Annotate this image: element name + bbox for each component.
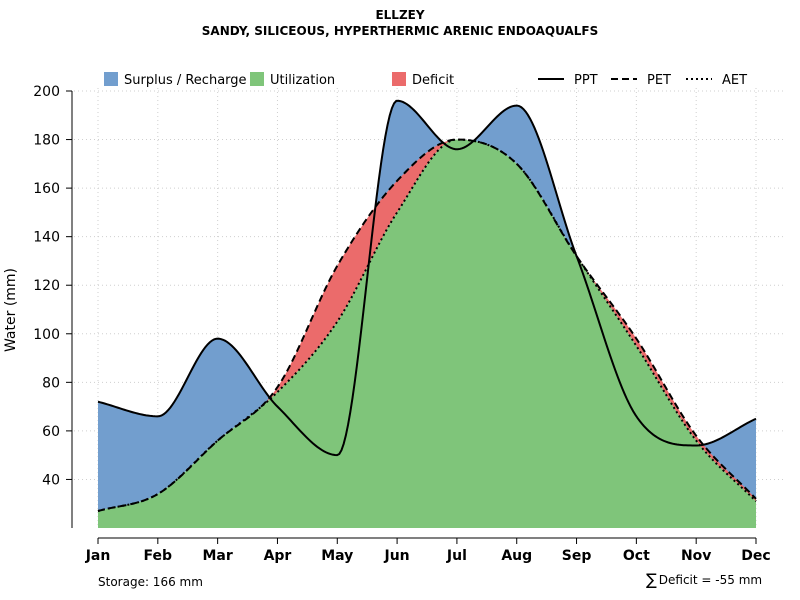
legend-label: PET xyxy=(647,73,671,88)
deficit-area xyxy=(98,139,756,512)
deficit-total: ∑ Deficit = -55 mm xyxy=(646,570,762,589)
series-lines xyxy=(97,99,757,512)
legend-label: AET xyxy=(722,73,747,88)
y-tick-label: 160 xyxy=(33,181,60,197)
axes: 40 60 80 100 120 140 160 180 200 Jan Feb Mar Apr May J… xyxy=(3,84,771,564)
utilization-area xyxy=(98,139,756,528)
storage-label: Storage: 166 mm xyxy=(98,575,203,589)
chart-subtitle: SANDY, SILICEOUS, HYPERTHERMIC ARENIC EN… xyxy=(201,24,599,38)
x-tick-label: Aug xyxy=(501,548,532,564)
x-tick-label: Nov xyxy=(681,548,711,564)
legend-swatch xyxy=(104,72,118,86)
deficit-label: Deficit = -55 mm xyxy=(658,572,763,587)
x-tick-label: Oct xyxy=(623,548,650,564)
legend-swatch xyxy=(250,72,264,86)
y-tick-label: 40 xyxy=(42,472,60,488)
y-axis-label: Water (mm) xyxy=(3,268,19,352)
y-tick-label: 80 xyxy=(42,375,60,391)
x-tick-label: May xyxy=(321,548,353,564)
sigma-symbol: ∑ xyxy=(646,570,657,589)
surplus-area xyxy=(98,100,756,512)
series-line-ppt xyxy=(97,99,757,457)
x-tick-label: Mar xyxy=(202,548,232,564)
x-tick-label: Jan xyxy=(85,548,111,564)
legend-label: Deficit xyxy=(412,73,454,88)
legend: Surplus / Recharge Utilization Deficit PPT P… xyxy=(104,72,747,88)
x-tick-label: Jun xyxy=(384,548,410,564)
legend-label: Utilization xyxy=(270,73,335,88)
legend-label: Surplus / Recharge xyxy=(124,73,247,88)
x-tick-label: Jul xyxy=(446,548,467,564)
y-tick-label: 200 xyxy=(33,84,60,100)
legend-swatch xyxy=(392,72,406,86)
x-tick-label: Dec xyxy=(741,548,770,564)
x-tick-label: Sep xyxy=(562,548,592,564)
y-tick-label: 140 xyxy=(33,230,60,246)
x-tick-label: Feb xyxy=(144,548,173,564)
x-tick-label: Apr xyxy=(264,548,292,564)
y-tick-label: 120 xyxy=(33,278,60,294)
y-tick-label: 180 xyxy=(33,133,60,149)
y-tick-label: 100 xyxy=(33,327,60,343)
y-tick-label: 60 xyxy=(42,424,60,440)
area-fills xyxy=(98,100,756,528)
legend-label: PPT xyxy=(574,73,598,88)
chart-title: ELLZEY xyxy=(375,8,425,22)
